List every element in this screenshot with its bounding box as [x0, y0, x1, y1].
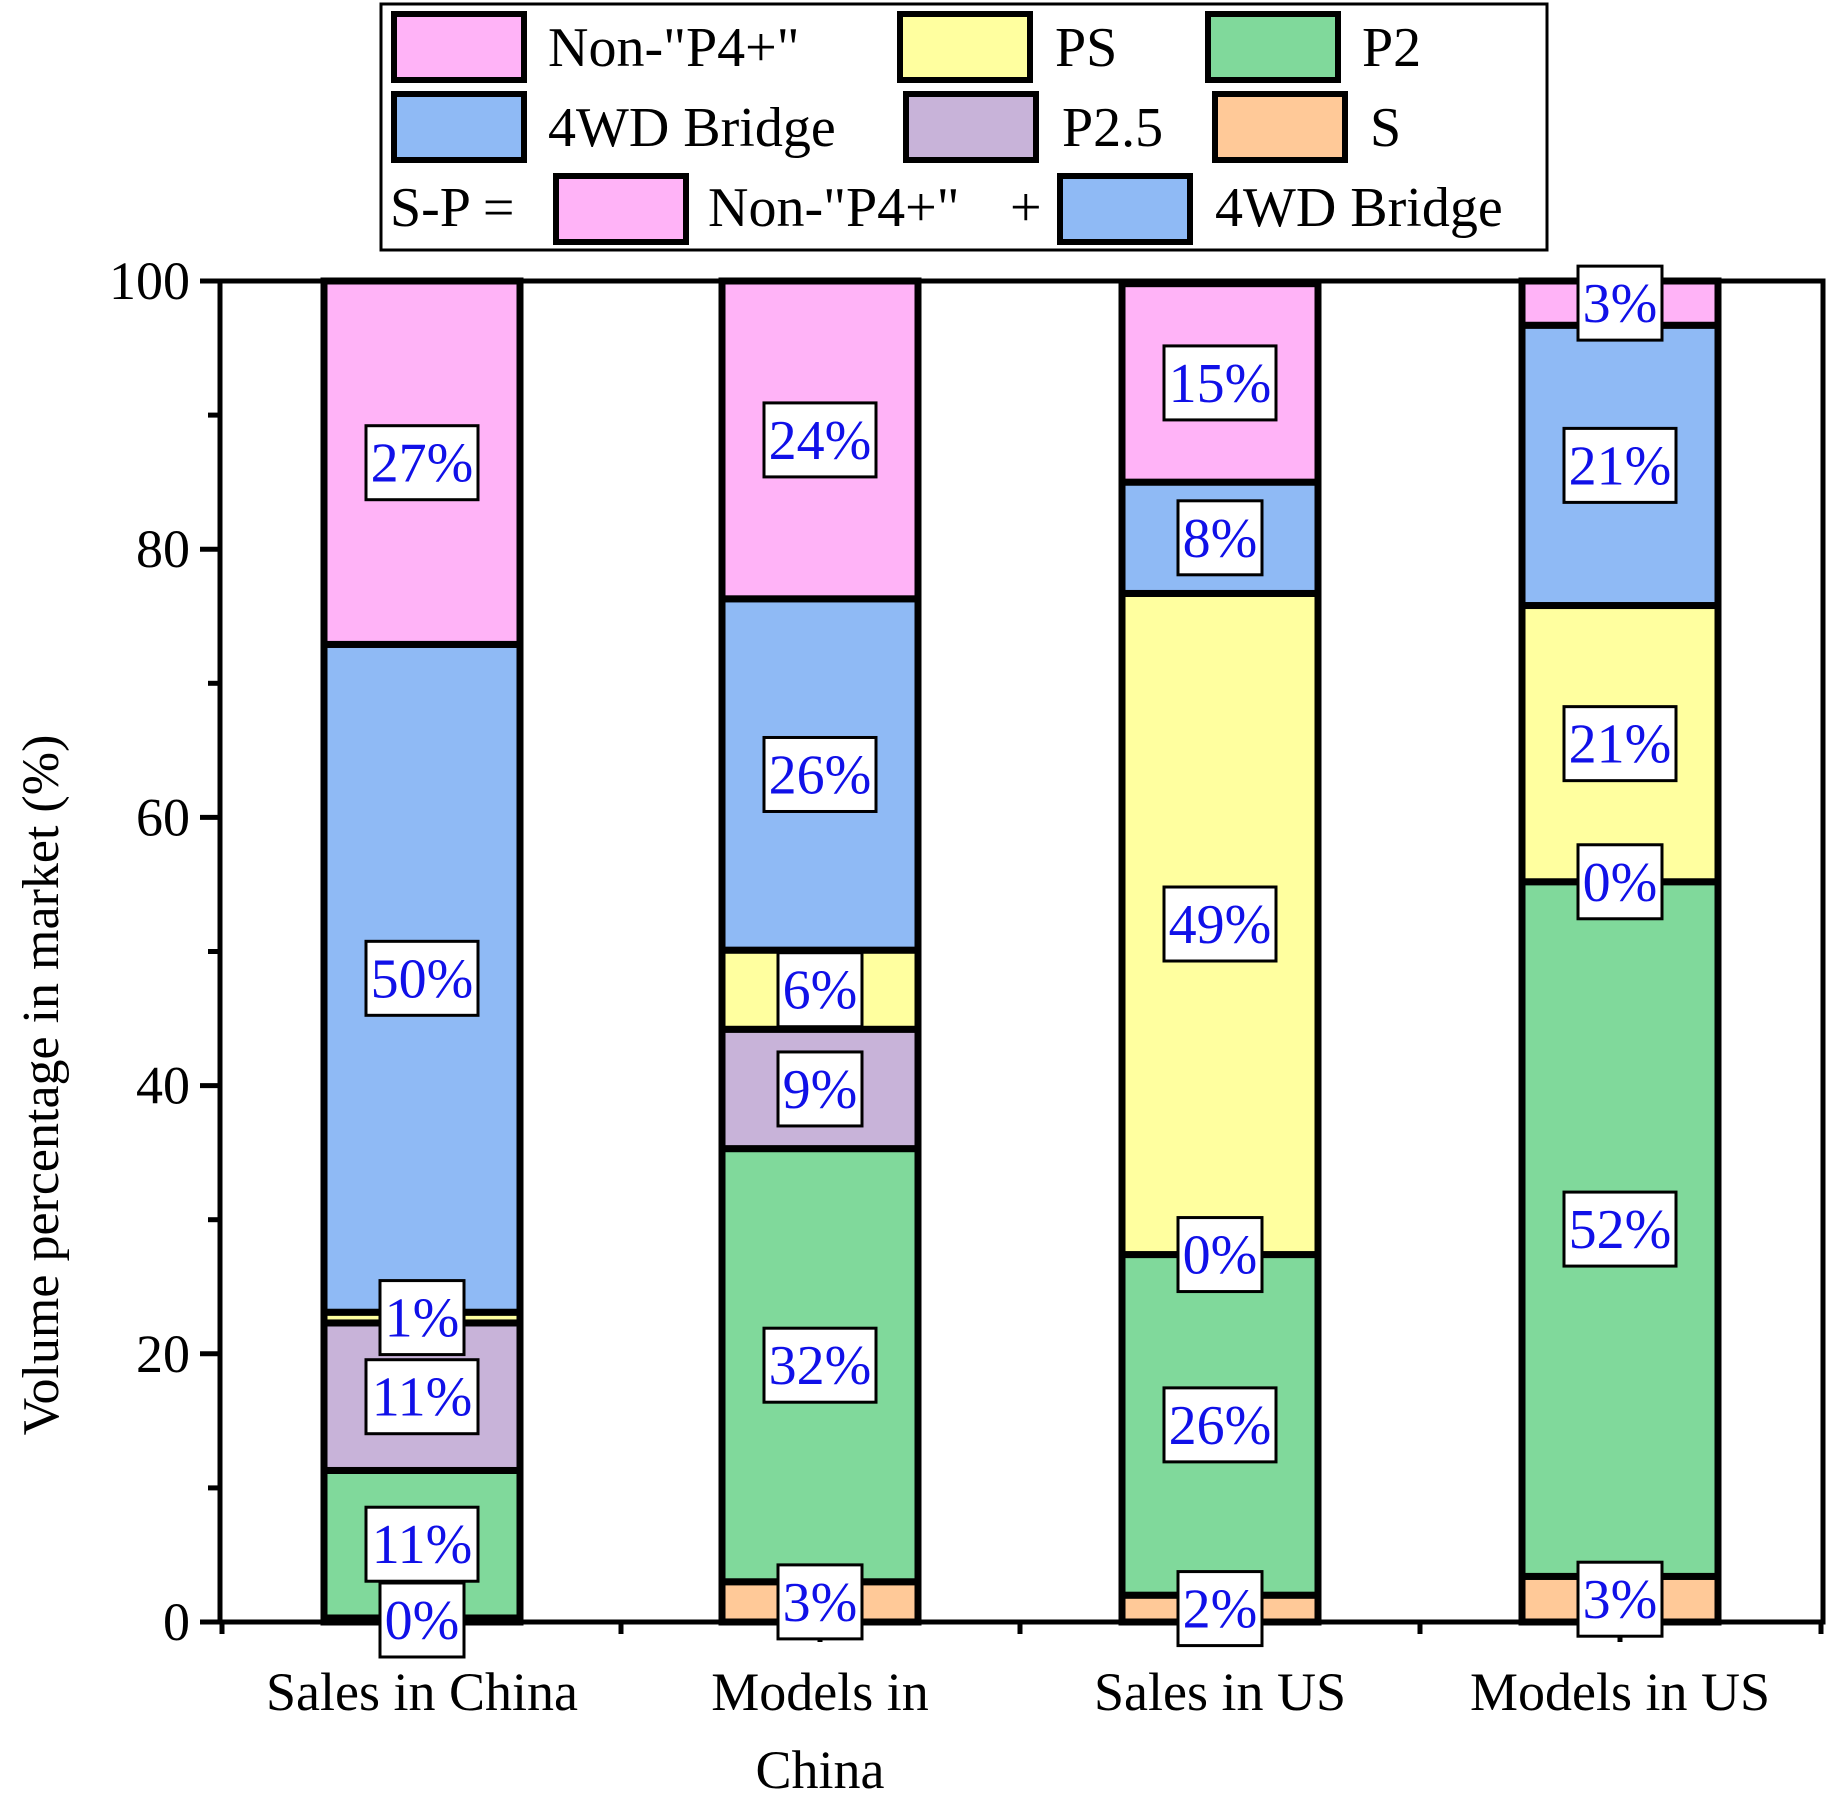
legend-formula-swatch-4wd-bridge — [1057, 173, 1193, 245]
legend-swatch-p2 — [1205, 11, 1341, 83]
legend-formula-term-4wd-bridge: 4WD Bridge — [1215, 177, 1503, 239]
data-label-box-s-2 — [776, 1563, 864, 1641]
x-category-label-3: Sales in US — [1094, 1662, 1346, 1722]
x-category-label-2: China — [756, 1740, 885, 1800]
legend-label-p2: P2 — [1362, 17, 1421, 79]
data-label-box-s-1 — [378, 1581, 466, 1659]
y-tick-label: 0 — [163, 1592, 190, 1652]
y-tick-label: 60 — [136, 787, 190, 847]
legend-label-4wd-bridge: 4WD Bridge — [548, 97, 836, 159]
x-category-label-4: Models in US — [1470, 1662, 1770, 1722]
data-label-non-p4-1: 27% — [371, 433, 474, 495]
data-label-box-zero-4 — [1576, 843, 1664, 921]
data-label-box-non-p4-4 — [1576, 264, 1664, 342]
plot-marks: 0 20 40 60 80 100 0% 11% 11% 1% 50% 27% 3% 32% 9% 6% 26%… — [109, 251, 1826, 1800]
data-label-box-zero-3 — [1176, 1216, 1264, 1294]
data-label-box-s-4 — [1576, 1560, 1664, 1638]
data-label-box-p2-2 — [762, 1326, 878, 1404]
data-label-zero-4: 0% — [1583, 852, 1658, 914]
data-label-box-ps-3 — [1162, 885, 1278, 963]
data-label-4wd-bridge-3: 8% — [1183, 508, 1258, 570]
legend-formula-prefix: S-P = — [390, 177, 514, 239]
legend-swatch-4wd-bridge — [391, 91, 527, 163]
legend-formula-term-non-p4: Non-"P4+" — [708, 177, 960, 239]
data-label-box-p2-1 — [364, 1505, 480, 1583]
legend-swatch-s — [1212, 91, 1348, 163]
data-label-box-non-p4-1 — [364, 424, 480, 502]
data-label-s-1: 0% — [385, 1590, 460, 1652]
data-label-ps-1: 1% — [385, 1288, 460, 1350]
data-label-non-p4-2: 24% — [769, 410, 872, 472]
y-tick-label: 20 — [136, 1324, 190, 1384]
y-tick-label: 80 — [136, 519, 190, 579]
data-label-p2-5-2: 9% — [783, 1059, 858, 1121]
data-label-p2-4: 52% — [1569, 1199, 1672, 1261]
legend-formula-swatch-non-p4 — [553, 173, 689, 245]
data-label-box-4wd-bridge-4 — [1562, 426, 1678, 504]
data-label-s-3: 2% — [1183, 1579, 1258, 1641]
data-label-ps-4: 21% — [1569, 714, 1672, 776]
data-label-s-2: 3% — [783, 1572, 858, 1634]
legend-label-s: S — [1370, 97, 1401, 159]
y-axis-title: Volume percentage in market (%) — [13, 735, 70, 1436]
data-label-box-ps-2 — [776, 951, 864, 1029]
data-label-box-non-p4-2 — [762, 401, 878, 479]
x-category-label-2: Models in — [711, 1662, 929, 1722]
x-category-label-1: Sales in China — [266, 1662, 578, 1722]
data-label-box-4wd-bridge-2 — [762, 735, 878, 813]
data-label-box-p2-5-1 — [364, 1358, 480, 1436]
data-label-box-p2-5-2 — [776, 1050, 864, 1128]
legend-label-non-p4: Non-"P4+" — [548, 17, 800, 79]
legend-swatch-p2-5 — [903, 91, 1039, 163]
legend-swatch-ps — [897, 11, 1033, 83]
data-label-box-non-p4-3 — [1162, 344, 1278, 422]
data-label-box-ps-4 — [1562, 705, 1678, 783]
data-label-zero-3: 0% — [1183, 1225, 1258, 1287]
data-label-box-p2-3 — [1162, 1386, 1278, 1464]
data-label-4wd-bridge-1: 50% — [371, 948, 474, 1010]
data-label-p2-2: 32% — [769, 1335, 872, 1397]
data-label-non-p4-3: 15% — [1169, 353, 1272, 415]
data-label-p2-5-1: 11% — [372, 1367, 473, 1429]
legend-swatch-non-p4 — [391, 11, 527, 83]
legend-label-ps: PS — [1055, 17, 1117, 79]
data-label-s-4: 3% — [1583, 1569, 1658, 1631]
y-tick-label: 100 — [109, 251, 190, 311]
data-label-box-4wd-bridge-1 — [364, 939, 480, 1017]
data-label-box-s-3 — [1176, 1570, 1264, 1648]
data-label-box-p2-4 — [1562, 1190, 1678, 1268]
y-tick-label: 40 — [136, 1056, 190, 1116]
data-label-4wd-bridge-4: 21% — [1569, 435, 1672, 497]
data-label-ps-3: 49% — [1169, 894, 1272, 956]
data-label-p2-3: 26% — [1169, 1395, 1272, 1457]
legend: Non-"P4+" PS P2 4WD Bridge P2.5 S S-P = … — [379, 2, 1549, 252]
data-label-non-p4-4: 3% — [1583, 273, 1658, 335]
legend-formula-plus: + — [1010, 177, 1042, 239]
data-label-box-ps-1 — [378, 1279, 466, 1357]
data-label-4wd-bridge-2: 26% — [769, 744, 872, 806]
data-label-box-4wd-bridge-3 — [1176, 499, 1264, 577]
data-label-ps-2: 6% — [783, 960, 858, 1022]
data-label-p2-1: 11% — [372, 1514, 473, 1576]
legend-label-p2-5: P2.5 — [1062, 97, 1163, 159]
